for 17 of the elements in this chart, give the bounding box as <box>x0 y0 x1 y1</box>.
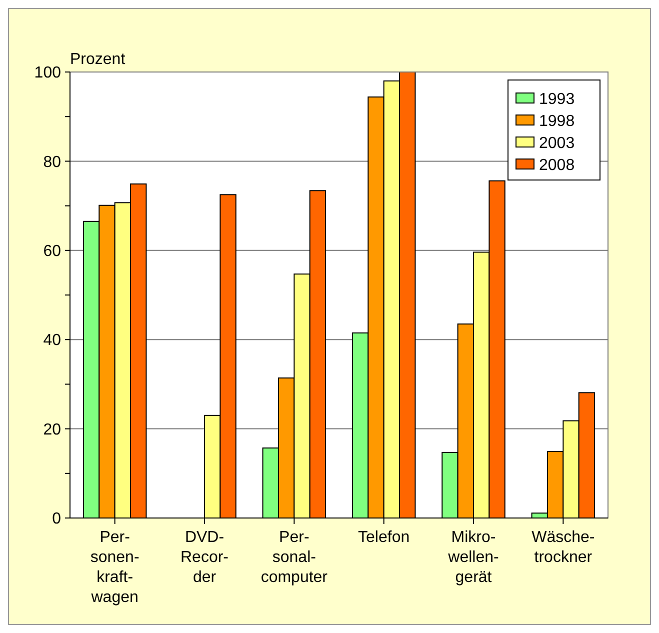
x-tick-label: Per- sonal- computer <box>260 529 328 586</box>
y-tick-label: 60 <box>43 243 62 260</box>
legend-label: 2008 <box>539 157 575 174</box>
x-tick-label: Mikro- wellen- gerät <box>447 529 499 586</box>
legend-label: 1993 <box>539 91 575 108</box>
y-tick-label: 100 <box>34 64 62 82</box>
y-tick-label: 0 <box>52 510 62 528</box>
x-tick-label: DVD- Recor- der <box>180 529 229 586</box>
y-axis-title: Prozent <box>70 51 126 68</box>
y-tick-label: 20 <box>43 421 62 438</box>
legend-label: 2003 <box>539 135 575 152</box>
x-tick-label: Wäsche- trockner <box>532 529 595 566</box>
x-tick-label: Per- sonen- kraft- wagen <box>90 529 140 606</box>
x-tick-label: Telefon <box>358 529 410 546</box>
legend-label: 1998 <box>539 113 575 130</box>
y-tick-label: 40 <box>43 332 62 350</box>
y-tick-label: 80 <box>43 154 62 171</box>
